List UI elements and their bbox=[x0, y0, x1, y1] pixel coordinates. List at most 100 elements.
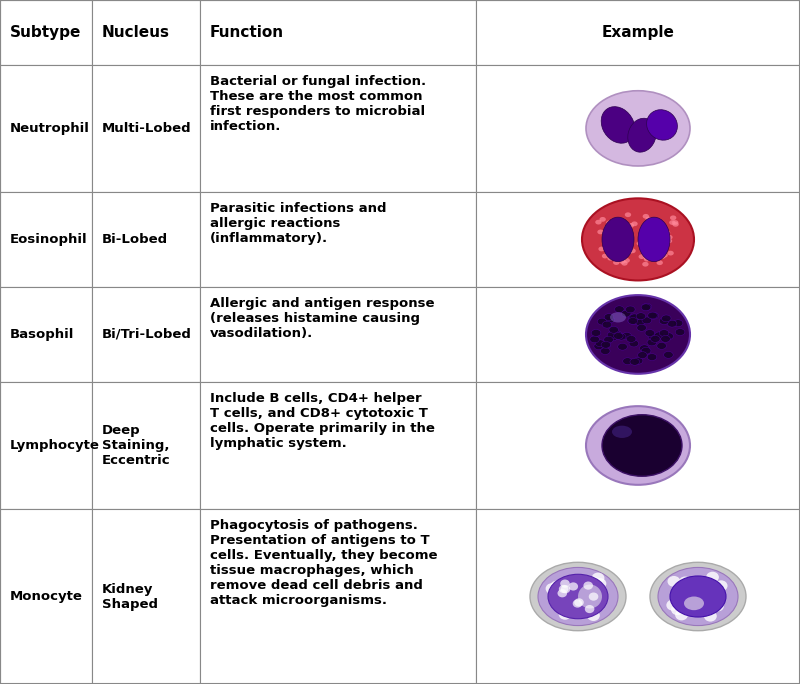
Ellipse shape bbox=[661, 245, 667, 250]
Circle shape bbox=[682, 592, 694, 603]
Ellipse shape bbox=[669, 220, 675, 225]
Ellipse shape bbox=[598, 246, 605, 251]
Text: Neutrophil: Neutrophil bbox=[10, 122, 90, 135]
Ellipse shape bbox=[657, 261, 663, 265]
Ellipse shape bbox=[634, 357, 643, 364]
Circle shape bbox=[711, 601, 724, 611]
Ellipse shape bbox=[657, 254, 663, 259]
Text: Subtype: Subtype bbox=[10, 25, 81, 40]
Circle shape bbox=[586, 592, 599, 603]
Bar bbox=[92, 192, 200, 287]
Ellipse shape bbox=[599, 217, 606, 222]
Ellipse shape bbox=[641, 304, 650, 311]
Ellipse shape bbox=[637, 324, 646, 331]
Ellipse shape bbox=[625, 212, 631, 217]
Ellipse shape bbox=[610, 312, 626, 322]
Ellipse shape bbox=[638, 218, 670, 262]
Bar bbox=[92, 0, 200, 65]
Ellipse shape bbox=[647, 339, 657, 346]
Circle shape bbox=[587, 577, 600, 588]
Ellipse shape bbox=[664, 231, 670, 235]
Ellipse shape bbox=[626, 306, 635, 313]
Ellipse shape bbox=[622, 261, 628, 265]
Ellipse shape bbox=[602, 341, 611, 347]
Text: Basophil: Basophil bbox=[10, 328, 74, 341]
Circle shape bbox=[714, 580, 727, 591]
Ellipse shape bbox=[666, 239, 672, 244]
Ellipse shape bbox=[642, 262, 649, 267]
Bar bbox=[0, 0, 92, 65]
Ellipse shape bbox=[610, 328, 619, 335]
Bar bbox=[200, 287, 476, 382]
Ellipse shape bbox=[662, 253, 668, 258]
Ellipse shape bbox=[602, 254, 608, 259]
Text: Phagocytosis of pathogens.
Presentation of antigens to T
cells. Eventually, they: Phagocytosis of pathogens. Presentation … bbox=[210, 519, 437, 607]
Circle shape bbox=[558, 598, 571, 609]
Ellipse shape bbox=[643, 226, 650, 231]
Ellipse shape bbox=[664, 332, 674, 339]
Ellipse shape bbox=[659, 330, 669, 337]
Ellipse shape bbox=[650, 240, 656, 245]
Ellipse shape bbox=[630, 317, 639, 324]
Ellipse shape bbox=[636, 313, 646, 319]
Ellipse shape bbox=[628, 118, 656, 152]
Circle shape bbox=[575, 604, 588, 615]
Circle shape bbox=[694, 603, 707, 614]
Circle shape bbox=[667, 576, 680, 587]
Circle shape bbox=[698, 585, 711, 596]
Ellipse shape bbox=[642, 347, 651, 354]
Text: Include B cells, CD4+ helper
T cells, and CD8+ cytotoxic T
cells. Operate primar: Include B cells, CD4+ helper T cells, an… bbox=[210, 392, 434, 450]
Ellipse shape bbox=[642, 317, 651, 324]
Bar bbox=[476, 382, 800, 509]
Circle shape bbox=[671, 604, 684, 615]
Circle shape bbox=[681, 584, 694, 595]
Ellipse shape bbox=[607, 256, 614, 261]
Ellipse shape bbox=[595, 340, 605, 347]
Ellipse shape bbox=[674, 319, 683, 326]
Circle shape bbox=[558, 609, 571, 620]
Circle shape bbox=[559, 585, 569, 593]
Ellipse shape bbox=[631, 222, 638, 226]
Text: Multi-Lobed: Multi-Lobed bbox=[102, 122, 191, 135]
Circle shape bbox=[583, 581, 593, 590]
Ellipse shape bbox=[610, 254, 616, 259]
Text: Bi/Tri-Lobed: Bi/Tri-Lobed bbox=[102, 328, 191, 341]
Ellipse shape bbox=[622, 332, 631, 339]
Ellipse shape bbox=[604, 337, 614, 343]
Ellipse shape bbox=[582, 198, 694, 280]
Bar bbox=[0, 65, 92, 192]
Ellipse shape bbox=[598, 318, 607, 325]
Circle shape bbox=[594, 578, 606, 589]
Circle shape bbox=[579, 577, 592, 588]
Circle shape bbox=[573, 599, 582, 607]
Ellipse shape bbox=[601, 107, 635, 143]
Ellipse shape bbox=[648, 312, 658, 319]
Ellipse shape bbox=[666, 235, 673, 239]
Circle shape bbox=[706, 572, 719, 583]
Ellipse shape bbox=[607, 332, 617, 339]
Ellipse shape bbox=[602, 321, 612, 328]
Bar bbox=[0, 192, 92, 287]
Ellipse shape bbox=[650, 336, 660, 343]
Ellipse shape bbox=[654, 332, 664, 339]
Bar bbox=[200, 0, 476, 65]
Text: Allergic and antigen response
(releases histamine causing
vasodilation).: Allergic and antigen response (releases … bbox=[210, 297, 434, 340]
Bar bbox=[0, 382, 92, 509]
Ellipse shape bbox=[614, 332, 623, 339]
Ellipse shape bbox=[657, 237, 663, 242]
Text: Lymphocyte: Lymphocyte bbox=[10, 439, 99, 452]
Ellipse shape bbox=[620, 237, 626, 241]
Ellipse shape bbox=[548, 575, 608, 619]
Ellipse shape bbox=[648, 333, 658, 340]
Ellipse shape bbox=[670, 215, 676, 220]
Text: Bi-Lobed: Bi-Lobed bbox=[102, 233, 168, 246]
Circle shape bbox=[666, 600, 679, 611]
Ellipse shape bbox=[538, 568, 618, 626]
Ellipse shape bbox=[646, 217, 652, 222]
Ellipse shape bbox=[629, 340, 638, 347]
Bar bbox=[0, 287, 92, 382]
Ellipse shape bbox=[622, 358, 632, 365]
Ellipse shape bbox=[602, 218, 634, 262]
Circle shape bbox=[708, 581, 721, 592]
Ellipse shape bbox=[620, 246, 626, 251]
